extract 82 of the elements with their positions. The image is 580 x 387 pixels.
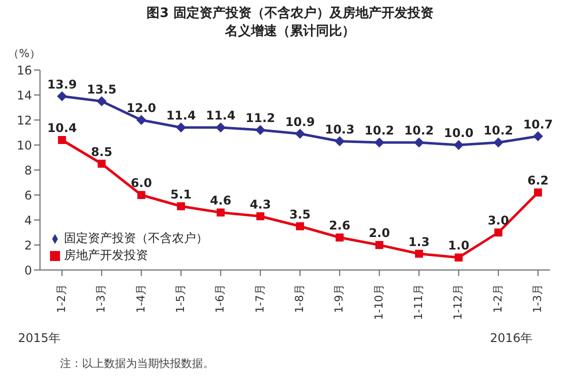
point: [534, 188, 542, 196]
point: [334, 136, 345, 146]
data-label: 4.6: [210, 194, 232, 208]
point: [137, 191, 146, 199]
x-tick-label: 1-2月: [55, 284, 68, 313]
data-label: 13.9: [47, 77, 77, 92]
point: [415, 250, 423, 258]
x-tick-label: 1-4月: [134, 284, 148, 313]
point: [336, 234, 344, 242]
x-tick-label: 1-9月: [332, 284, 346, 313]
x-tick-label: 1-3月: [531, 284, 544, 313]
data-label: 6.2: [527, 174, 549, 188]
x-tick-label: 1-10月: [372, 284, 386, 320]
data-label: 4.3: [250, 197, 271, 212]
chart-subtitle: 名义增速（累计同比）: [224, 22, 356, 40]
point: [256, 212, 264, 220]
data-label: 2.0: [368, 226, 390, 240]
data-label: 10.7: [523, 117, 553, 132]
x-tick-label: 1-5月: [174, 284, 188, 313]
data-label: 8.5: [91, 144, 112, 159]
point: [454, 254, 463, 262]
data-label: 10.2: [404, 124, 434, 138]
point: [255, 125, 266, 135]
point: [296, 222, 304, 230]
data-label: 11.4: [166, 108, 196, 122]
y-tick-label: 16: [16, 63, 32, 78]
data-label: 11.4: [206, 108, 236, 122]
x-tick-label: 1-12月: [452, 284, 465, 320]
legend-label: 固定资产投资（不含农户）: [64, 231, 208, 245]
point: [98, 160, 106, 168]
point: [96, 96, 107, 106]
data-label: 10.0: [444, 126, 474, 140]
point: [136, 115, 146, 125]
y-tick-label: 14: [16, 88, 32, 102]
data-label: 2.6: [329, 218, 350, 232]
point: [374, 138, 384, 148]
x-tick-label: 1-2月: [491, 284, 504, 313]
legend-label: 房地产开发投资: [64, 248, 148, 262]
point: [414, 138, 424, 148]
y-tick-label: 10: [16, 138, 32, 152]
x-tick-label: 1-3月: [94, 284, 108, 313]
point: [177, 202, 185, 210]
text: 2016年: [490, 330, 533, 347]
text: 2015年: [18, 330, 61, 347]
data-label: 5.1: [170, 187, 192, 202]
point: [375, 241, 384, 249]
point: [493, 138, 504, 148]
point: [533, 131, 543, 142]
y-tick-label: 4: [24, 213, 32, 228]
data-label: 10.9: [285, 114, 315, 129]
point: [57, 91, 67, 102]
point: [494, 228, 502, 236]
data-label: 11.2: [246, 111, 276, 125]
data-label: 13.5: [86, 82, 116, 96]
data-label: 3.0: [488, 214, 509, 228]
point: [216, 122, 226, 132]
data-label: 12.0: [126, 101, 156, 115]
y-tick-label: 8: [24, 163, 32, 178]
point: [454, 140, 464, 150]
x-tick-label: 1-11月: [412, 284, 426, 320]
data-label: 1.3: [408, 234, 430, 249]
data-label: 3.5: [289, 207, 311, 222]
y-tick-label: 12: [16, 113, 32, 128]
y-axis-title: （%）: [8, 46, 40, 61]
data-label: 10.4: [47, 121, 77, 135]
y-tick-label: 6: [24, 188, 32, 202]
point: [216, 208, 225, 216]
data-label: 10.2: [364, 124, 394, 138]
y-tick-label: 0: [24, 263, 32, 278]
chart-title: 图3 固定资产投资（不含农户）及房地产开发投资: [146, 4, 434, 22]
data-label: 10.3: [324, 122, 354, 136]
x-tick-label: 1-6月: [214, 284, 227, 313]
point: [58, 136, 66, 144]
data-label: 1.0: [448, 238, 470, 252]
y-tick-label: 2: [24, 238, 32, 252]
x-tick-label: 1-7月: [253, 284, 266, 313]
x-tick-label: 1-8月: [293, 284, 306, 313]
data-label: 10.2: [484, 124, 514, 138]
data-label: 6.0: [130, 176, 152, 190]
point: [295, 128, 305, 139]
text: 注：以上数据为当期快报数据。: [60, 356, 214, 371]
point: [176, 122, 186, 132]
